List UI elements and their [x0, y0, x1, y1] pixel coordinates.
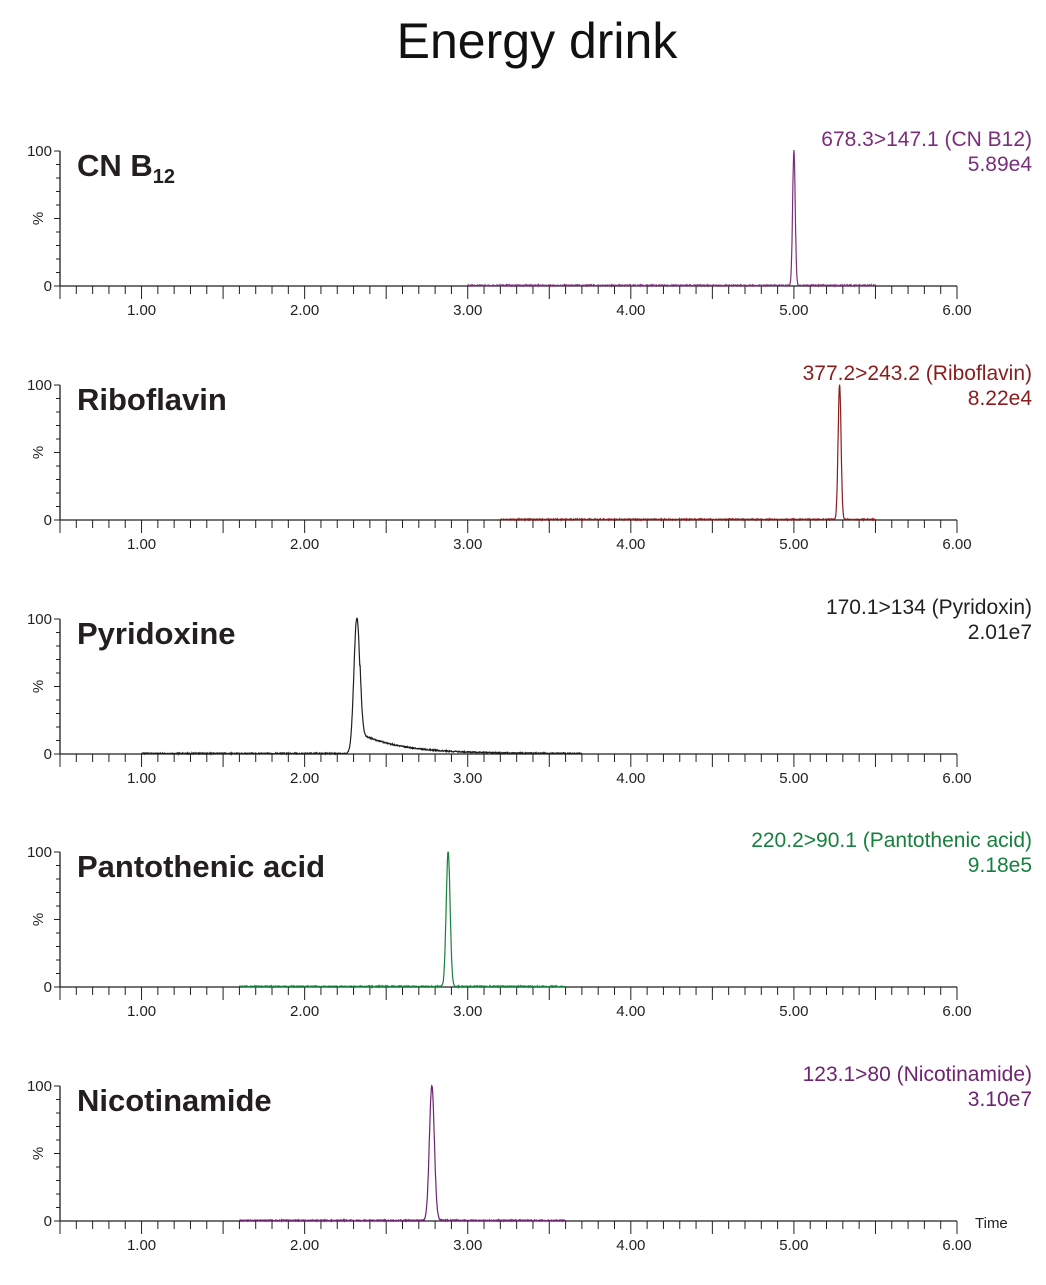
x-tick-label: 5.00: [779, 1003, 808, 1020]
transition-label: 123.1>80 (Nicotinamide): [803, 1063, 1032, 1086]
y-axis-label: %: [30, 212, 47, 225]
x-tick-label: 6.00: [942, 1003, 971, 1020]
x-tick-label: 2.00: [290, 1237, 319, 1254]
y-axis-label: %: [30, 680, 47, 693]
x-tick-label: 4.00: [616, 770, 645, 787]
x-tick-label: 5.00: [779, 536, 808, 553]
x-tick-label: 5.00: [779, 302, 808, 319]
x-tick-label: 5.00: [779, 770, 808, 787]
x-tick-label: 3.00: [453, 770, 482, 787]
x-tick-label: 1.00: [127, 1237, 156, 1254]
intensity-label: 2.01e7: [968, 621, 1032, 644]
x-tick-label: 6.00: [942, 302, 971, 319]
panel-2: 1.00 2.00 3.00 4.00 5.00 6.00 0 100% Pyridoxine 1…: [27, 596, 1032, 787]
x-tick-label: 6.00: [942, 770, 971, 787]
y-tick-label: 0: [44, 1213, 52, 1230]
y-tick-label: 100: [27, 1078, 52, 1095]
y-tick-label: 0: [44, 512, 52, 529]
y-tick-label: 100: [27, 844, 52, 861]
panel-4: 1.00 2.00 3.00 4.00 5.00 6.00 0 100% Nicotinamid…: [27, 1063, 1032, 1254]
x-tick-label: 5.00: [779, 1237, 808, 1254]
intensity-label: 5.89e4: [968, 153, 1033, 176]
x-tick-label: 4.00: [616, 1003, 645, 1020]
compound-subscript: 12: [153, 166, 175, 188]
x-tick-label: 2.00: [290, 770, 319, 787]
y-tick-label: 0: [44, 278, 52, 295]
y-axis-label: %: [30, 1147, 47, 1160]
panel-0: 1.00 2.00 3.00 4.00 5.00 6.00 0 100% CN B12 678.3…: [27, 128, 1032, 319]
x-tick-label: 3.00: [453, 1003, 482, 1020]
y-tick-label: 100: [27, 611, 52, 628]
transition-label: 678.3>147.1 (CN B12): [821, 128, 1032, 151]
trace-line: [141, 617, 583, 757]
x-tick-label: 1.00: [127, 770, 156, 787]
x-tick-label: 1.00: [127, 1003, 156, 1020]
panel-3: 1.00 2.00 3.00 4.00 5.00 6.00 0 100% Pantothenic…: [27, 829, 1032, 1020]
y-axis-label: %: [30, 913, 47, 926]
x-tick-label: 6.00: [942, 536, 971, 553]
compound-name: Pyridoxine: [77, 616, 236, 651]
x-tick-label: 3.00: [453, 302, 482, 319]
x-tick-label: 2.00: [290, 1003, 319, 1020]
transition-label: 170.1>134 (Pyridoxin): [826, 596, 1032, 619]
x-tick-label: 6.00: [942, 1237, 971, 1254]
y-tick-label: 100: [27, 143, 52, 160]
y-tick-label: 0: [44, 746, 52, 763]
x-tick-label: 4.00: [616, 302, 645, 319]
trace-line: [239, 1084, 567, 1223]
intensity-label: 9.18e5: [968, 854, 1032, 877]
y-tick-label: 100: [27, 377, 52, 394]
x-tick-label: 2.00: [290, 536, 319, 553]
x-tick-label: 1.00: [127, 302, 156, 319]
trace-line: [238, 851, 567, 989]
x-tick-label: 3.00: [453, 536, 482, 553]
intensity-label: 3.10e7: [968, 1088, 1032, 1111]
panel-1: 1.00 2.00 3.00 4.00 5.00 6.00 0 100% Riboflavin 3…: [27, 362, 1032, 553]
compound-name: Riboflavin: [77, 382, 227, 417]
y-axis-label: %: [30, 446, 47, 459]
chart-title: Energy drink: [397, 13, 679, 69]
transition-label: 377.2>243.2 (Riboflavin): [803, 362, 1032, 385]
x-axis-label: Time: [975, 1215, 1008, 1232]
x-tick-label: 2.00: [290, 302, 319, 319]
intensity-label: 8.22e4: [968, 387, 1033, 410]
trace-line: [499, 384, 876, 523]
x-tick-label: 4.00: [616, 536, 645, 553]
transition-label: 220.2>90.1 (Pantothenic acid): [751, 829, 1032, 852]
y-tick-label: 0: [44, 979, 52, 996]
compound-name: Pantothenic acid: [77, 849, 325, 884]
compound-name: CN B12: [77, 148, 175, 188]
trace-line: [467, 149, 876, 288]
x-tick-label: 4.00: [616, 1237, 645, 1254]
x-tick-label: 1.00: [127, 536, 156, 553]
x-tick-label: 3.00: [453, 1237, 482, 1254]
compound-name: Nicotinamide: [77, 1083, 272, 1118]
